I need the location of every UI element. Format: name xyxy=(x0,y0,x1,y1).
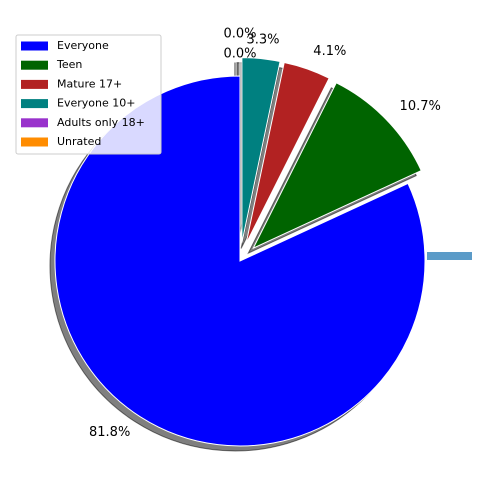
legend-frame xyxy=(15,34,162,155)
legend-label-adults-only-18: Adults only 18+ xyxy=(57,116,145,129)
pct-label-unrated: 0.0% xyxy=(223,27,256,42)
legend: Everyone Teen Mature 17+ Everyone 10+ Adults… xyxy=(15,34,162,155)
legend-label-teen: Teen xyxy=(56,58,82,71)
legend-label-everyone-10: Everyone 10+ xyxy=(57,97,135,110)
legend-label-everyone: Everyone xyxy=(57,39,109,52)
legend-swatch-everyone xyxy=(21,41,48,51)
legend-swatch-teen xyxy=(21,60,48,70)
label-layer: 81.8% 10.7% 4.1% 3.3%0.0% 0.0% xyxy=(89,27,441,440)
stray-bar-mark xyxy=(427,252,472,260)
wedge-everyone-10 xyxy=(241,57,281,243)
pct-label-teen: 10.7% xyxy=(400,99,441,114)
pct-label-adults-only-18: 0.0% xyxy=(223,47,256,62)
legend-label-unrated: Unrated xyxy=(57,135,101,148)
legend-swatch-everyone-10 xyxy=(21,99,48,109)
legend-swatch-adults-only-18 xyxy=(21,118,48,128)
pct-label-mature-17: 4.1% xyxy=(313,44,346,59)
legend-swatch-mature-17 xyxy=(21,79,48,89)
wedge-mature-17 xyxy=(245,61,330,244)
legend-label-mature-17: Mature 17+ xyxy=(57,77,122,90)
wedge-teen xyxy=(252,82,422,250)
pct-label-everyone-10: 3.3% xyxy=(246,33,279,48)
wedge-layer xyxy=(54,57,426,447)
legend-swatch-unrated xyxy=(21,137,48,147)
pct-label-everyone: 81.8% xyxy=(89,425,130,440)
